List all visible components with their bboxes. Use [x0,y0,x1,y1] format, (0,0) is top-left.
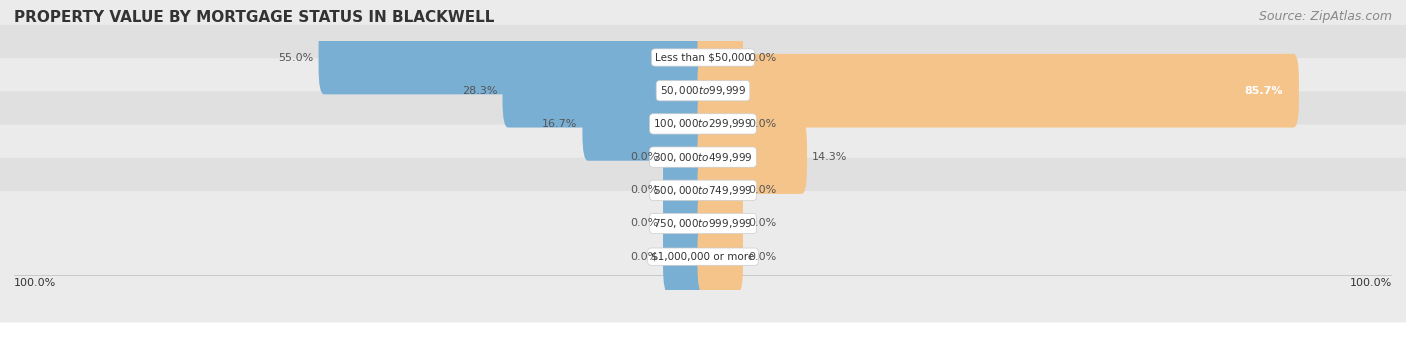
Text: $1,000,000 or more: $1,000,000 or more [651,252,755,262]
FancyBboxPatch shape [697,220,742,294]
Text: 100.0%: 100.0% [1350,278,1392,287]
FancyBboxPatch shape [502,54,709,128]
Text: $500,000 to $749,999: $500,000 to $749,999 [654,184,752,197]
Text: Less than $50,000: Less than $50,000 [655,53,751,62]
Text: 100.0%: 100.0% [14,278,56,287]
FancyBboxPatch shape [664,120,709,194]
Text: Source: ZipAtlas.com: Source: ZipAtlas.com [1258,10,1392,23]
Text: 14.3%: 14.3% [811,152,848,162]
FancyBboxPatch shape [697,54,1299,128]
Text: $100,000 to $299,999: $100,000 to $299,999 [654,117,752,130]
FancyBboxPatch shape [697,21,742,94]
Text: 55.0%: 55.0% [278,53,314,62]
Text: PROPERTY VALUE BY MORTGAGE STATUS IN BLACKWELL: PROPERTY VALUE BY MORTGAGE STATUS IN BLA… [14,10,495,25]
Text: 0.0%: 0.0% [630,252,658,262]
Text: 0.0%: 0.0% [630,219,658,228]
FancyBboxPatch shape [0,0,1406,123]
FancyBboxPatch shape [664,220,709,294]
Text: $750,000 to $999,999: $750,000 to $999,999 [654,217,752,230]
FancyBboxPatch shape [0,191,1406,322]
FancyBboxPatch shape [319,21,709,94]
FancyBboxPatch shape [582,87,709,161]
Text: 16.7%: 16.7% [543,119,578,129]
Text: 0.0%: 0.0% [748,252,776,262]
Legend: Without Mortgage, With Mortgage: Without Mortgage, With Mortgage [564,340,842,341]
FancyBboxPatch shape [664,187,709,260]
FancyBboxPatch shape [664,153,709,227]
Text: 0.0%: 0.0% [748,53,776,62]
FancyBboxPatch shape [0,58,1406,190]
FancyBboxPatch shape [697,187,742,260]
Text: 28.3%: 28.3% [463,86,498,96]
FancyBboxPatch shape [697,120,807,194]
Text: $50,000 to $99,999: $50,000 to $99,999 [659,84,747,97]
Text: 0.0%: 0.0% [630,152,658,162]
FancyBboxPatch shape [697,153,742,227]
FancyBboxPatch shape [0,124,1406,256]
Text: 0.0%: 0.0% [630,185,658,195]
Text: 0.0%: 0.0% [748,119,776,129]
Text: $300,000 to $499,999: $300,000 to $499,999 [654,151,752,164]
FancyBboxPatch shape [0,91,1406,223]
FancyBboxPatch shape [697,87,742,161]
Text: 0.0%: 0.0% [748,219,776,228]
Text: 0.0%: 0.0% [748,185,776,195]
Text: 85.7%: 85.7% [1244,86,1284,96]
FancyBboxPatch shape [0,25,1406,157]
FancyBboxPatch shape [0,158,1406,289]
